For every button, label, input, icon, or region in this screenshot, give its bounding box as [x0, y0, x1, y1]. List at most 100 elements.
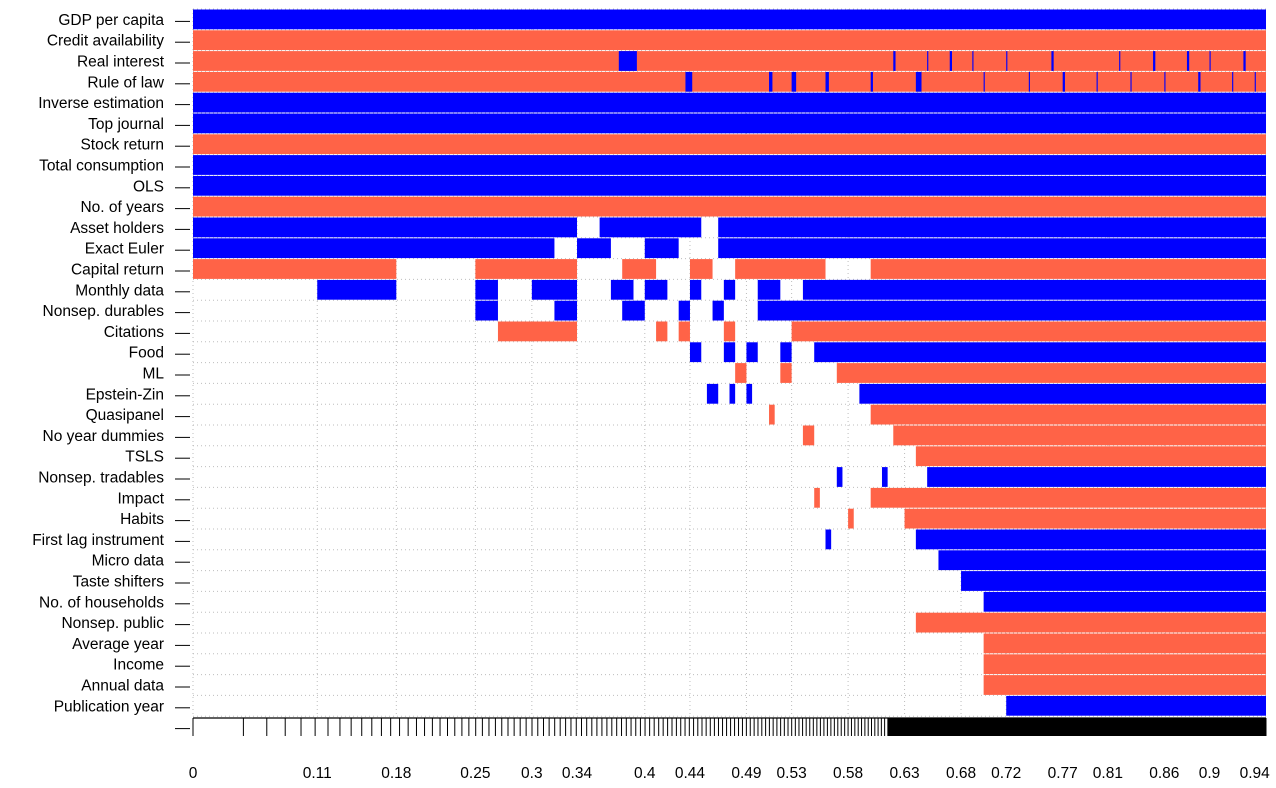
- segment-bar: [927, 51, 929, 71]
- x-axis-rug: [192, 717, 1267, 736]
- x-tick-label: 0.77: [1048, 765, 1078, 782]
- row-label: Micro data: [92, 553, 165, 570]
- segment-bar: [1254, 71, 1256, 92]
- segment-bar: [497, 321, 578, 342]
- row-label: No year dummies: [43, 428, 165, 445]
- bars: [193, 9, 1266, 716]
- x-tick-label: 0.68: [946, 765, 976, 782]
- segment-bar: [769, 404, 775, 425]
- segment-bar: [317, 279, 397, 300]
- segment-bar: [193, 9, 1266, 30]
- segment-bar: [193, 155, 1266, 175]
- segment-bar: [881, 467, 888, 487]
- segment-bar: [1006, 695, 1266, 716]
- dotted-gridlines: [175, 8, 1266, 730]
- x-tick-label: 0.25: [460, 765, 490, 782]
- segment-bar: [193, 196, 1266, 217]
- segment-bar: [678, 321, 690, 342]
- x-tick-label: 0.18: [381, 765, 411, 782]
- segment-bar: [193, 175, 1266, 196]
- segment-bar: [610, 279, 634, 300]
- row-label: First lag instrument: [32, 532, 164, 549]
- row-label: GDP per capita: [58, 12, 164, 29]
- segment-bar: [723, 279, 736, 300]
- segment-bar: [915, 612, 1266, 633]
- segment-bar: [780, 342, 792, 363]
- segment-bar: [802, 279, 1266, 300]
- row-label: Habits: [120, 511, 164, 528]
- segment-bar: [915, 529, 1266, 550]
- segment-bar: [893, 425, 1266, 446]
- x-tick-label: 0.72: [991, 765, 1021, 782]
- segment-bar: [193, 217, 578, 238]
- x-tick-label: 0.86: [1149, 765, 1179, 782]
- segment-bar: [893, 51, 896, 71]
- segment-bar: [904, 508, 1266, 529]
- segment-bar: [475, 279, 498, 300]
- row-label: Nonsep. durables: [43, 303, 165, 320]
- segment-bar: [475, 259, 578, 279]
- segment-bar: [915, 71, 922, 92]
- segment-bar: [656, 321, 668, 342]
- segment-bar: [870, 71, 873, 92]
- row-label: Nonsep. tradables: [38, 470, 164, 487]
- segment-bar: [1164, 71, 1166, 92]
- x-tick-label: 0.94: [1240, 765, 1271, 782]
- row-label: OLS: [133, 178, 164, 195]
- x-tick-label: 0.11: [303, 765, 332, 782]
- row-label: Quasipanel: [86, 407, 164, 424]
- x-tick-label: 0.58: [833, 765, 863, 782]
- segment-bar: [870, 487, 1266, 508]
- segment-bar: [1119, 51, 1121, 71]
- segment-bar: [1153, 51, 1156, 71]
- segment-bar: [814, 342, 1266, 363]
- segment-bar: [622, 300, 645, 321]
- x-tick-label: 0.44: [675, 765, 706, 782]
- segment-bar: [531, 279, 578, 300]
- x-tick-label: 0: [189, 765, 198, 782]
- row-label: Rule of law: [87, 74, 164, 91]
- segment-bar: [1232, 71, 1234, 92]
- segment-bar: [1130, 71, 1132, 92]
- x-tick-label: 0.3: [521, 765, 543, 782]
- row-label: Income: [113, 657, 164, 674]
- row-label: Monthly data: [75, 282, 164, 299]
- row-label: Top journal: [88, 116, 164, 133]
- segment-bar: [870, 404, 1266, 425]
- segment-bar: [802, 425, 815, 446]
- segment-bar: [678, 300, 690, 321]
- segment-bar: [685, 71, 693, 92]
- segment-bar: [718, 217, 1266, 238]
- segment-bar: [1186, 51, 1190, 71]
- row-label: No. of households: [39, 594, 164, 611]
- segment-bar: [193, 259, 397, 279]
- x-tick-label: 0.53: [777, 765, 807, 782]
- segment-bar: [983, 654, 1266, 675]
- segment-bar: [723, 342, 736, 363]
- segment-bar: [746, 383, 753, 404]
- segment-bar: [1062, 71, 1065, 92]
- segment-bar: [780, 363, 792, 383]
- x-tick-labels: 0 0.11 0.18 0.25 0.3 0.34 0.4 0.44 0.49 0.53 0.58 0…: [189, 765, 1270, 782]
- row-label: TSLS: [125, 449, 164, 466]
- row-label: ML: [142, 366, 164, 383]
- x-tick-label: 0.9: [1199, 765, 1221, 782]
- row-label: Citations: [104, 324, 165, 341]
- row-label: Exact Euler: [85, 241, 164, 258]
- segment-bar: [836, 363, 1266, 383]
- row-label: Publication year: [54, 698, 164, 715]
- segment-bar: [193, 30, 1266, 51]
- row-label: Real interest: [77, 54, 165, 71]
- segment-bar: [475, 300, 498, 321]
- segment-bar: [706, 383, 719, 404]
- segment-bar: [193, 92, 1266, 113]
- segment-bar: [622, 259, 657, 279]
- segment-bar: [1243, 51, 1246, 71]
- segment-bar: [193, 134, 1266, 155]
- segment-bar: [983, 591, 1266, 612]
- segment-bar: [193, 238, 555, 259]
- segment-bar: [723, 321, 736, 342]
- segment-bar: [825, 529, 832, 550]
- row-labels: GDP per capita Credit availability Real in…: [32, 12, 165, 715]
- segment-bar: [915, 446, 1266, 467]
